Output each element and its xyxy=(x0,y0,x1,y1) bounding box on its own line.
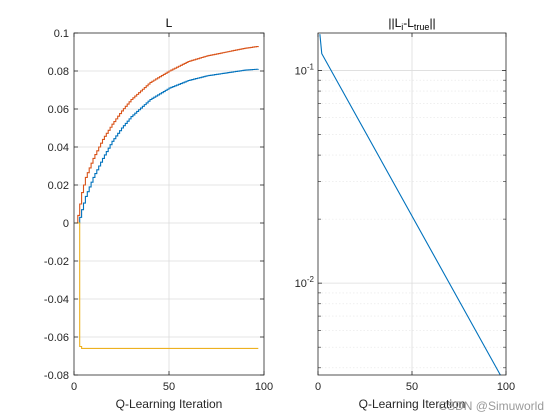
right-chart-title: ||Li-Ltrue|| xyxy=(388,16,435,32)
y-tick-label: -0.04 xyxy=(44,294,69,306)
x-tick-label: 0 xyxy=(315,381,321,393)
title-part-mid: -L xyxy=(403,16,414,30)
title-subscript-true: true xyxy=(414,22,430,32)
right-x-axis-label: Q-Learning Iteration xyxy=(359,397,466,411)
x-tick-label: 100 xyxy=(255,381,273,393)
title-part-base: ||L xyxy=(388,16,401,30)
watermark-text: CSDN @Simuworld xyxy=(438,399,544,413)
x-tick-label: 50 xyxy=(163,381,175,393)
y-tick-label: -0.06 xyxy=(44,332,69,344)
left-x-axis-label: Q-Learning Iteration xyxy=(116,397,223,411)
x-tick-label: 100 xyxy=(497,381,515,393)
series-line-3 xyxy=(75,222,259,349)
y-tick-base: 10 xyxy=(295,278,307,290)
title-subscript-i: i xyxy=(401,22,403,32)
y-tick-label: 0.1 xyxy=(54,28,69,40)
left-axes: 0 50 100 -0.08 -0.06 -0.04 -0.02 0 0.02 0.04 0.06 0… xyxy=(44,16,273,411)
y-tick-label: 0.06 xyxy=(48,104,69,116)
series-line-1 xyxy=(319,34,501,376)
y-tick-base: 10 xyxy=(295,65,307,77)
title-part-end: || xyxy=(429,16,435,30)
series-line-2 xyxy=(75,46,259,224)
y-tick-label: -0.08 xyxy=(44,370,69,382)
right-grid xyxy=(318,33,506,375)
left-chart-title: L xyxy=(166,16,173,30)
right-series-group xyxy=(319,34,501,376)
y-tick-label: 0.02 xyxy=(48,180,69,192)
y-tick-exponent: -1 xyxy=(307,62,315,71)
y-tick-label: 0.08 xyxy=(48,66,69,78)
y-tick-label: 0.04 xyxy=(48,142,69,154)
y-tick-exponent: -2 xyxy=(307,275,315,284)
y-tick-label: -0.02 xyxy=(44,256,69,268)
x-tick-label: 0 xyxy=(71,381,77,393)
series-line-1 xyxy=(75,68,259,224)
y-tick-label: 0 xyxy=(63,218,69,230)
y-tick-label: 10-2 xyxy=(295,275,315,290)
x-tick-label: 50 xyxy=(406,381,418,393)
left-series-group xyxy=(75,46,259,349)
left-grid xyxy=(74,33,264,375)
left-ticks: 0 50 100 -0.08 -0.06 -0.04 -0.02 0 0.02 0.04 0.06 0… xyxy=(44,28,273,393)
y-tick-label: 10-1 xyxy=(295,62,315,77)
